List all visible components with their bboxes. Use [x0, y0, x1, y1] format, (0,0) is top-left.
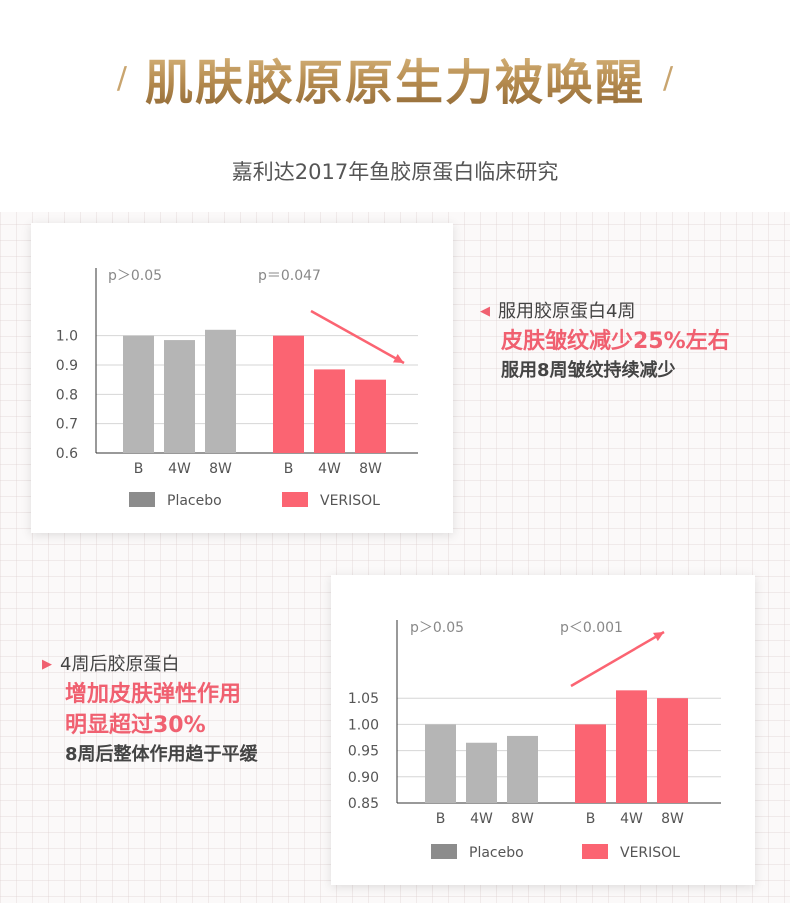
y-tick-label: 0.7: [56, 417, 78, 433]
y-tick-label: 1.05: [348, 691, 379, 707]
x-tick-label: 4W: [318, 461, 341, 477]
x-tick-label: 8W: [209, 461, 232, 477]
trend-arrow-line: [310, 309, 405, 365]
legend-label-placebo: Placebo: [469, 845, 524, 861]
bar-placebo-4w: [466, 742, 497, 803]
y-tick-label: 0.6: [56, 446, 78, 462]
title-row: ∕ 肌肤胶原原生力被唤醒 ∕: [0, 38, 790, 118]
legend-swatch-verisol: [582, 844, 608, 859]
callout-elasticity-line1-text: 4周后胶原蛋白: [60, 654, 180, 675]
x-tick-label: B: [586, 811, 596, 827]
y-tick-label: 0.85: [348, 796, 379, 812]
callout-wrinkle-line1: ◀ 服用胶原蛋白4周: [480, 298, 780, 326]
y-tick-label: 0.9: [56, 358, 78, 374]
triangle-left-icon: ◀: [480, 304, 490, 319]
elasticity-bar-chart: 0.85 0.90 0.95 1.00 1.05 B 4W 8W p＞0.05 Placebo B 4…: [348, 620, 721, 861]
x-tick-label: 4W: [470, 811, 493, 827]
callout-elasticity-highlight-1: 增加皮肤弹性作用: [65, 682, 242, 707]
p-value-label: p＝0.047: [258, 268, 321, 284]
title-slash-left: ∕: [116, 60, 127, 96]
x-tick-label: 4W: [168, 461, 191, 477]
bar-verisol-b: [575, 724, 606, 803]
x-tick-label: 8W: [661, 811, 684, 827]
bar-placebo-4w: [164, 340, 195, 453]
legend-label-placebo: Placebo: [167, 493, 222, 509]
bar-placebo-b: [425, 724, 456, 803]
trend-arrowhead: [653, 632, 664, 642]
callout-wrinkle-line1-text: 服用胶原蛋白4周: [498, 301, 636, 322]
bar-verisol-b: [273, 335, 304, 453]
x-tick-label: 8W: [359, 461, 382, 477]
callout-elasticity-highlight-2: 明显超过30%: [65, 713, 206, 738]
legend-swatch-verisol: [282, 492, 308, 507]
bar-verisol-4w: [616, 690, 647, 803]
legend-label-verisol: VERISOL: [320, 493, 380, 509]
callout-wrinkle: ◀ 服用胶原蛋白4周 皮肤皱纹减少25%左右 服用8周皱纹持续减少: [480, 298, 780, 385]
page-subtitle: 嘉利达2017年鱼胶原蛋白临床研究: [231, 160, 559, 184]
bar-verisol-4w: [314, 369, 345, 453]
bar-verisol-8w: [355, 379, 386, 453]
y-tick-label: 0.90: [348, 770, 379, 786]
bar-placebo-8w: [507, 735, 538, 803]
bar-verisol-8w: [657, 698, 688, 803]
y-tick-label: 0.95: [348, 744, 379, 760]
x-tick-label: B: [436, 811, 446, 827]
x-tick-label: B: [134, 461, 144, 477]
title-slash-right: ∕: [663, 60, 674, 96]
legend-swatch-placebo: [129, 492, 155, 507]
p-value-label: p＞0.05: [410, 620, 464, 636]
triangle-right-icon: ▶: [42, 657, 52, 672]
y-tick-label: 1.00: [348, 717, 379, 733]
chart-card-wrinkle: 0.6 0.7 0.8 0.9 1.0 B 4W 8W p＞0.05 Placebo B 4W 8W p＝…: [31, 223, 453, 533]
legend-label-verisol: VERISOL: [620, 845, 680, 861]
x-tick-label: 8W: [511, 811, 534, 827]
callout-elasticity-line4: 8周后整体作用趋于平缓: [65, 744, 258, 765]
callout-wrinkle-line3: 服用8周皱纹持续减少: [501, 360, 676, 381]
page-title: 肌肤胶原原生力被唤醒: [145, 43, 645, 113]
chart-card-elasticity: 0.85 0.90 0.95 1.00 1.05 B 4W 8W p＞0.05 Placebo B 4…: [331, 575, 755, 885]
p-value-label: p＜0.001: [560, 620, 623, 636]
wrinkle-bar-chart: 0.6 0.7 0.8 0.9 1.0 B 4W 8W p＞0.05 Placebo B 4W 8W p＝…: [56, 268, 418, 509]
callout-elasticity-line1: ▶ 4周后胶原蛋白: [42, 651, 332, 679]
bar-placebo-8w: [205, 329, 236, 453]
y-tick-label: 0.8: [56, 387, 78, 403]
trend-arrowhead: [393, 353, 404, 363]
callout-wrinkle-highlight: 皮肤皱纹减少25%左右: [501, 329, 730, 354]
callout-elasticity: ▶ 4周后胶原蛋白 增加皮肤弹性作用 明显超过30% 8周后整体作用趋于平缓: [42, 651, 332, 769]
trend-arrow-line: [570, 630, 665, 688]
x-tick-label: 4W: [620, 811, 643, 827]
p-value-label: p＞0.05: [108, 268, 162, 284]
legend-swatch-placebo: [431, 844, 457, 859]
y-tick-label: 1.0: [56, 329, 78, 345]
header-band: [0, 0, 790, 212]
bar-placebo-b: [123, 335, 154, 453]
x-tick-label: B: [284, 461, 294, 477]
